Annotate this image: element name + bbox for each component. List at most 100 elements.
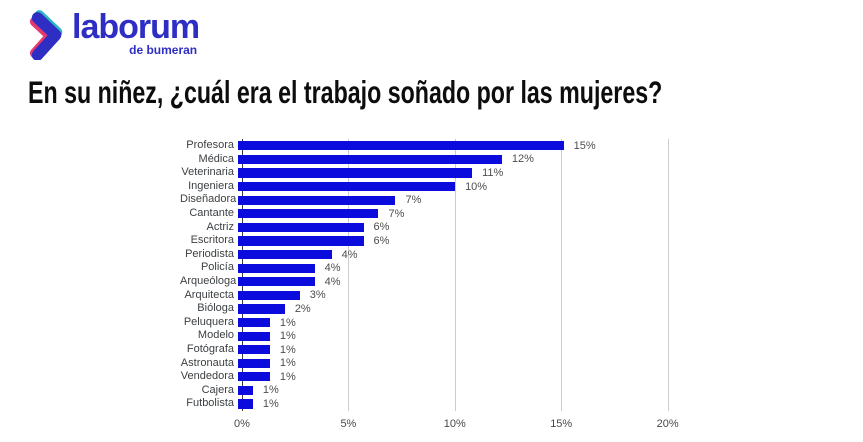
bar-escritora[interactable]	[238, 236, 364, 246]
bar-cell: 4%	[238, 261, 760, 275]
bar-peluquera[interactable]	[238, 317, 270, 328]
x-tick-label: 0%	[234, 418, 250, 430]
bar-row-astronauta: Astronauta 1%	[180, 357, 760, 371]
category-label: Diseñadora	[180, 193, 237, 206]
bar-astronauta[interactable]	[238, 358, 270, 368]
category-label: Ingeniera	[188, 179, 234, 192]
bar-veterinaria[interactable]	[238, 168, 473, 178]
bar-cell: 4%	[238, 275, 760, 289]
bar-row-disenadora: Diseñadora 7%	[180, 193, 760, 207]
category-label: Fotógrafa	[186, 342, 234, 355]
value-label: 12%	[511, 153, 534, 166]
logo-text: laborum de bumeran	[72, 8, 200, 57]
page-title: En su niñez, ¿cuál era el trabajo soñado…	[28, 76, 663, 111]
bar-cantante[interactable]	[238, 209, 379, 219]
bar-cell: 1%	[238, 343, 760, 357]
bar-row-arquitecta: Arquitecta 3%	[180, 289, 760, 303]
value-label: 1%	[279, 370, 296, 383]
x-tick-label: 15%	[550, 418, 573, 430]
value-label: 4%	[341, 248, 358, 261]
bar-disenadora[interactable]	[238, 195, 396, 205]
category-label: Actriz	[206, 220, 235, 233]
value-label: 1%	[262, 398, 279, 411]
chart-rows: Profesora 15% Médica 12% Veterinaria 11% Ingen…	[180, 139, 760, 411]
value-label: 1%	[279, 316, 296, 329]
bar-cell: 1%	[238, 357, 760, 371]
bar-row-escritora: Escritora 6%	[180, 234, 760, 248]
bar-profesora[interactable]	[238, 141, 564, 151]
category-label: Arquitecta	[184, 288, 234, 301]
bar-actriz[interactable]	[238, 222, 364, 232]
value-label: 4%	[324, 262, 341, 275]
value-label: 11%	[482, 166, 504, 179]
bar-row-medica: Médica 12%	[180, 153, 760, 167]
bar-cell: 1%	[238, 384, 760, 398]
bar-vendedora[interactable]	[238, 372, 270, 382]
value-label: 7%	[388, 207, 405, 220]
bar-cell: 3%	[238, 289, 760, 303]
bar-cell: 12%	[238, 153, 760, 167]
bar-cell: 2%	[238, 302, 760, 316]
bar-cajera[interactable]	[238, 385, 253, 396]
bar-cell: 4%	[238, 248, 760, 262]
category-label: Médica	[198, 152, 234, 165]
value-label: 1%	[279, 330, 296, 343]
bar-row-futbolista: Futbolista 1%	[180, 397, 760, 411]
category-label: Arqueóloga	[180, 274, 237, 287]
bar-row-profesora: Profesora 15%	[180, 139, 760, 153]
bar-biologa[interactable]	[238, 304, 285, 314]
bar-row-ingeniera: Ingeniera 10%	[180, 180, 760, 194]
bar-cell: 7%	[238, 207, 760, 221]
value-label: 7%	[405, 194, 422, 207]
category-label: Bióloga	[197, 302, 234, 315]
bar-fotografa[interactable]	[238, 345, 270, 355]
bar-arqueologa[interactable]	[238, 277, 315, 287]
value-label: 4%	[324, 275, 341, 288]
bar-row-vendedora: Vendedora 1%	[180, 370, 760, 384]
bar-row-cantante: Cantante 7%	[180, 207, 760, 221]
bar-medica[interactable]	[238, 154, 502, 164]
x-tick-label: 5%	[340, 418, 357, 430]
brand-subtitle: de bumeran	[129, 43, 198, 57]
x-tick-label: 10%	[443, 418, 466, 430]
bar-ingeniera[interactable]	[238, 181, 456, 192]
gridline	[667, 139, 669, 411]
bar-cell: 6%	[238, 234, 760, 248]
category-label: Vendedora	[180, 370, 234, 383]
value-label: 1%	[279, 357, 296, 370]
category-label: Cajera	[201, 383, 234, 396]
bar-futbolista[interactable]	[238, 399, 253, 409]
bar-policia[interactable]	[238, 263, 315, 273]
bar-row-arqueologa: Arqueóloga 4%	[180, 275, 760, 289]
bar-row-actriz: Actriz 6%	[180, 221, 760, 235]
x-tick-label: 20%	[656, 418, 679, 430]
bar-row-peluquera: Peluquera 1%	[180, 316, 760, 330]
logo: laborum de bumeran	[27, 8, 200, 60]
category-label: Cantante	[189, 206, 234, 219]
bar-row-biologa: Bióloga 2%	[180, 302, 760, 316]
bar-periodista[interactable]	[238, 249, 332, 260]
category-label: Policía	[200, 261, 234, 274]
brand-name: laborum	[72, 8, 200, 46]
gridline	[454, 139, 456, 411]
bar-row-periodista: Periodista 4%	[180, 248, 760, 262]
bar-cell: 1%	[238, 397, 760, 411]
laborum-boomerang-icon	[29, 10, 63, 60]
value-label: 2%	[294, 302, 311, 315]
bar-cell: 6%	[238, 221, 760, 235]
value-label: 10%	[465, 180, 488, 193]
category-label: Escritora	[190, 234, 234, 247]
bar-chart: Profesora 15% Médica 12% Veterinaria 11% Ingen…	[180, 139, 760, 430]
bar-cell: 10%	[238, 180, 760, 194]
value-label: 6%	[373, 221, 390, 234]
value-label: 1%	[262, 384, 279, 397]
value-label: 1%	[279, 343, 296, 356]
bar-row-modelo: Modelo 1%	[180, 329, 760, 343]
bar-arquitecta[interactable]	[238, 290, 300, 300]
bar-modelo[interactable]	[238, 331, 270, 341]
category-label: Veterinaria	[181, 166, 234, 179]
gridline	[348, 139, 350, 411]
category-label: Modelo	[197, 329, 234, 342]
bar-cell: 11%	[238, 166, 760, 180]
